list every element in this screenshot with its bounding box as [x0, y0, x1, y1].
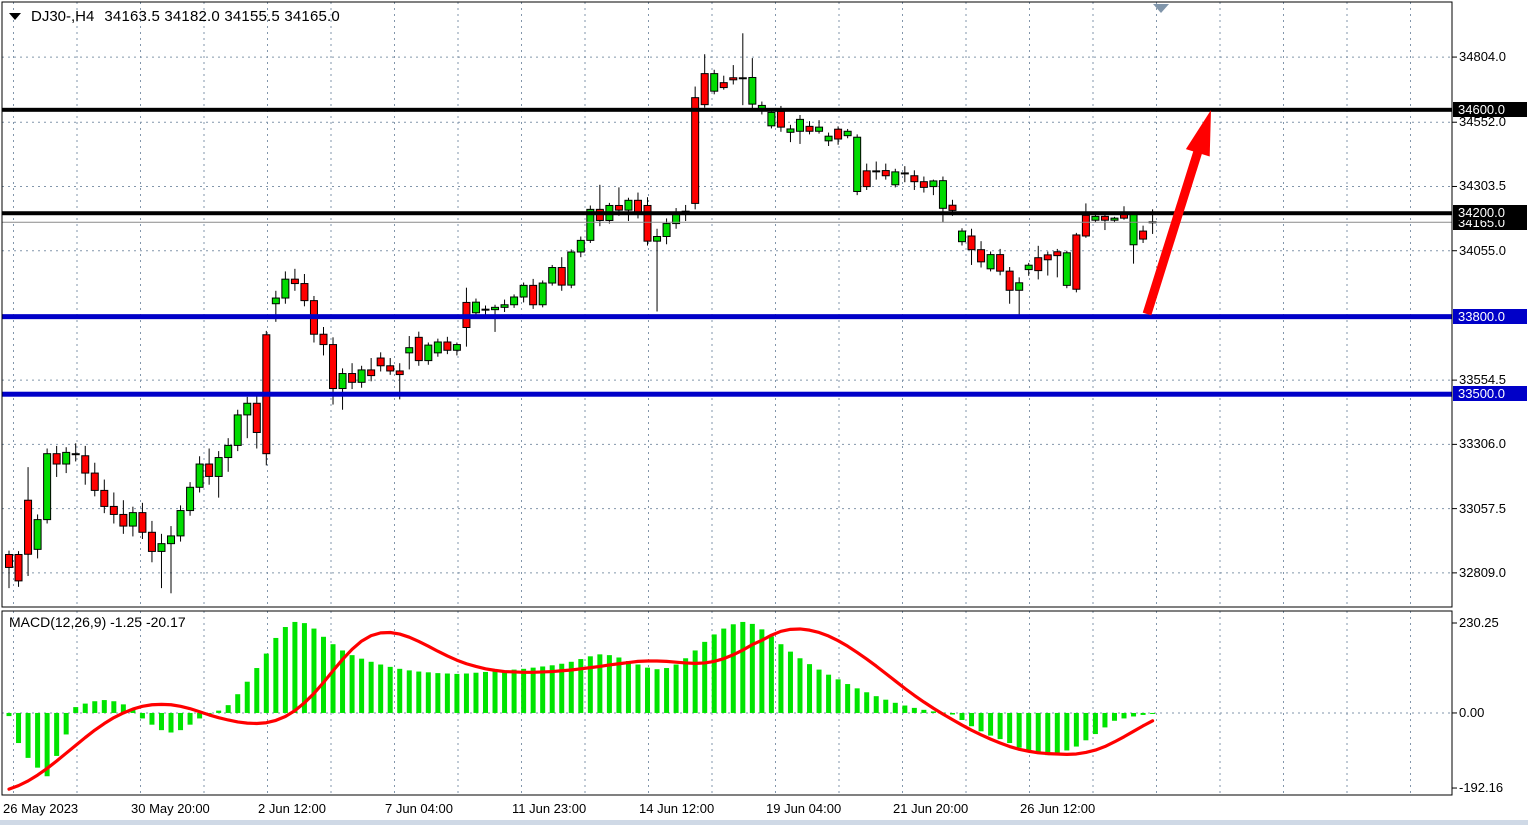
price-axis-label: 32809.0 — [1459, 564, 1506, 580]
level-line-34600.0 — [2, 107, 1452, 112]
level-price-badge: 33800.0 — [1453, 308, 1527, 324]
date-axis-label: 2 Jun 12:00 — [258, 801, 326, 816]
price-axis-label: 33057.5 — [1459, 500, 1506, 516]
trend-arrow-shaft — [1142, 146, 1204, 316]
date-axis-label: 26 Jun 12:00 — [1020, 801, 1096, 816]
date-axis-label: 11 Jun 23:00 — [512, 801, 587, 816]
level-price-badge: 34200.0 — [1453, 205, 1527, 221]
date-axis-label: 14 Jun 12:00 — [639, 801, 715, 816]
ohlc-quote-label: 34163.5 34182.0 34155.5 34165.0 — [104, 8, 340, 25]
chart-end-marker-icon[interactable] — [1153, 4, 1169, 13]
symbol-title: DJ30-,H4 34163.5 34182.0 34155.5 34165.0 — [9, 8, 340, 25]
macd-axis-label: 0.00 — [1459, 704, 1485, 720]
macd-axis-label: -192.16 — [1459, 780, 1504, 796]
window-bottom-strip — [0, 820, 1528, 825]
gridlines — [2, 2, 1452, 795]
symbol-dropdown-triangle-icon[interactable] — [9, 13, 21, 20]
date-axis-label: 7 Jun 04:00 — [385, 801, 453, 816]
level-line-34200.0 — [2, 211, 1452, 216]
macd-pane-border — [1, 610, 1453, 796]
date-axis-label: 26 May 2023 — [3, 801, 79, 816]
level-price-badge: 33500.0 — [1453, 386, 1527, 402]
main-pane-border — [1, 1, 1453, 608]
symbol-period-label: DJ30-,H4 — [31, 8, 95, 25]
price-axis-label: 34303.5 — [1459, 178, 1506, 194]
macd-indicator-label: MACD(12,26,9) -1.25 -20.17 — [9, 614, 186, 630]
price-axis-label: 33306.0 — [1459, 436, 1506, 452]
level-line-33800.0 — [2, 314, 1452, 320]
macd-histogram — [6, 621, 1156, 777]
trend-arrow-head — [1185, 110, 1211, 157]
level-line-33500.0 — [2, 391, 1452, 397]
macd-signal-line — [7, 627, 1155, 791]
date-axis-label: 30 May 20:00 — [131, 801, 210, 816]
price-axis-label: 34552.0 — [1459, 114, 1506, 130]
price-axis-label: 34055.0 — [1459, 242, 1506, 258]
level-price-badge: 34600.0 — [1453, 101, 1527, 117]
candlesticks — [5, 33, 1157, 594]
price-axis-label: 34804.0 — [1459, 49, 1506, 65]
axis-ticks — [1452, 56, 1457, 789]
price-axis-label: 33554.5 — [1459, 372, 1506, 388]
macd-axis-label: 230.25 — [1459, 615, 1499, 630]
date-axis-label: 19 Jun 04:00 — [766, 801, 842, 816]
date-axis-label: 21 Jun 20:00 — [893, 801, 969, 816]
